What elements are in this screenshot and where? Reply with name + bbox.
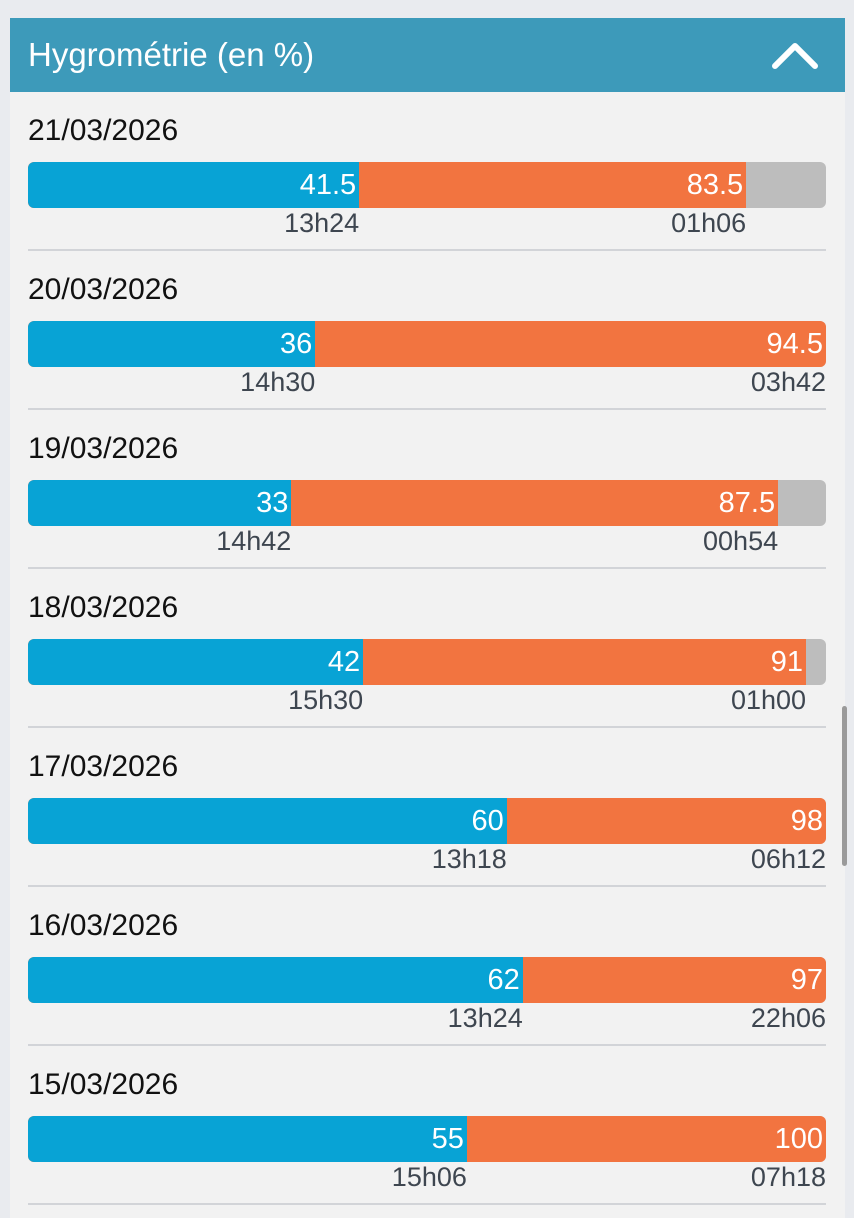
humidity-panel: Hygrométrie (en %) 21/03/2026 41.5 83.5 …: [10, 18, 845, 1218]
humidity-range-bar: 42 91: [28, 639, 826, 685]
day-row[interactable]: 15/03/2026 55 100 15h06 07h18: [28, 1046, 826, 1205]
max-time: 01h06: [671, 208, 747, 238]
day-date: 17/03/2026: [28, 750, 179, 783]
min-value: 33: [256, 487, 289, 519]
max-value: 83.5: [686, 169, 744, 201]
panel-header[interactable]: Hygrométrie (en %): [10, 18, 845, 92]
min-segment: [28, 162, 360, 208]
day-date: 20/03/2026: [28, 273, 179, 306]
min-value: 55: [431, 1123, 464, 1155]
min-time: 15h06: [391, 1162, 467, 1192]
min-time: 14h42: [216, 526, 292, 556]
humidity-range-bar: 33 87.5: [28, 480, 826, 526]
day-date: 19/03/2026: [28, 432, 179, 465]
day-row[interactable]: 16/03/2026 62 97 13h24 22h06: [28, 887, 826, 1046]
chevron-up-icon[interactable]: [771, 40, 819, 70]
scrollbar[interactable]: [842, 706, 847, 866]
min-segment: [28, 639, 364, 685]
day-date: 16/03/2026: [28, 909, 179, 942]
day-date: 21/03/2026: [28, 114, 179, 147]
day-row[interactable]: 20/03/2026 36 94.5 14h30 03h42: [28, 251, 826, 410]
max-value: 97: [790, 964, 823, 996]
humidity-range-bar: 55 100: [28, 1116, 826, 1162]
min-value: 42: [327, 646, 361, 678]
max-value: 91: [770, 646, 804, 678]
day-row[interactable]: 21/03/2026 41.5 83.5 13h24 01h06: [28, 92, 826, 251]
day-date: 15/03/2026: [28, 1068, 179, 1101]
humidity-range-bar: 60 98: [28, 798, 826, 844]
min-value: 60: [471, 805, 504, 837]
max-value: 87.5: [718, 487, 776, 519]
max-time: 01h00: [730, 685, 807, 715]
min-time: 14h30: [240, 367, 316, 397]
humidity-range-bar: 62 97: [28, 957, 826, 1003]
min-value: 41.5: [299, 169, 357, 201]
day-row[interactable]: 18/03/2026 42 91 15h30 01h00: [28, 569, 826, 728]
max-time: 22h06: [750, 1003, 826, 1033]
max-time: 03h42: [750, 367, 826, 397]
min-time: 15h30: [288, 685, 364, 715]
min-value: 36: [280, 328, 313, 360]
day-list: 21/03/2026 41.5 83.5 13h24 01h06 20/03/2…: [10, 92, 845, 1205]
max-time: 06h12: [750, 844, 826, 874]
max-value: 98: [790, 805, 823, 837]
min-time: 13h24: [284, 208, 360, 238]
day-date: 18/03/2026: [28, 591, 179, 624]
min-segment: [28, 480, 292, 526]
day-row[interactable]: 19/03/2026 33 87.5 14h42 00h54: [28, 410, 826, 569]
min-value: 62: [487, 964, 520, 996]
day-row[interactable]: 17/03/2026 60 98 13h18 06h12: [28, 728, 826, 887]
humidity-range-bar: 36 94.5: [28, 321, 826, 367]
min-segment: [28, 321, 316, 367]
min-segment: [28, 957, 523, 1003]
max-time: 00h54: [703, 526, 779, 556]
min-time: 13h18: [431, 844, 507, 874]
max-value: 100: [774, 1123, 823, 1155]
min-segment: [28, 1116, 467, 1162]
min-segment: [28, 798, 507, 844]
max-value: 94.5: [766, 328, 823, 360]
min-time: 13h24: [447, 1003, 523, 1033]
panel-title: Hygrométrie (en %): [28, 36, 315, 73]
humidity-range-bar: 41.5 83.5: [28, 162, 826, 208]
max-time: 07h18: [750, 1162, 826, 1192]
